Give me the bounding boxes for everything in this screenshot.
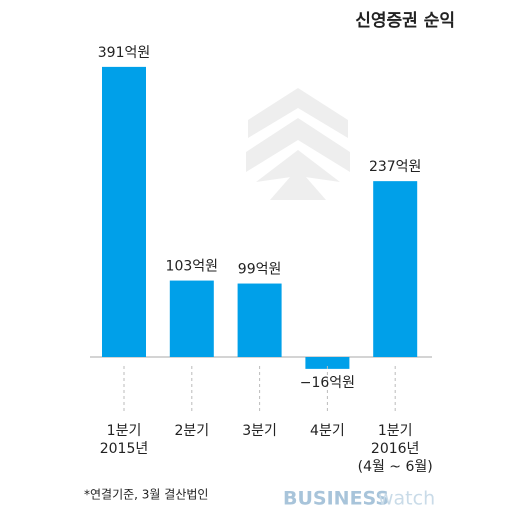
logo-watch: watch — [378, 488, 435, 510]
value-label: 103억원 — [166, 259, 218, 275]
watermark — [246, 88, 350, 200]
value-label: 391억원 — [98, 45, 150, 61]
note: *연결기준, 3월 결산법인 — [84, 488, 208, 502]
x-tick-label: 2분기 — [174, 423, 210, 439]
x-tick-label: 1분기 2015년 — [99, 423, 149, 457]
bar — [102, 66, 146, 358]
x-tick-label: 1분기 2016년 (4월 ~ 6월) — [357, 423, 433, 475]
bar — [169, 280, 214, 357]
bar — [373, 181, 418, 357]
bar — [305, 357, 350, 369]
chart-title: 신영증권 순익 — [355, 11, 455, 31]
x-tick-label: 3분기 — [242, 423, 277, 439]
value-label: 99억원 — [238, 262, 282, 278]
value-label: 237억원 — [369, 159, 421, 175]
x-tick-label: 4분기 — [310, 423, 345, 439]
logo-business: BUSINESS — [283, 488, 389, 510]
bar — [237, 283, 282, 357]
value-label: −16억원 — [300, 375, 355, 391]
